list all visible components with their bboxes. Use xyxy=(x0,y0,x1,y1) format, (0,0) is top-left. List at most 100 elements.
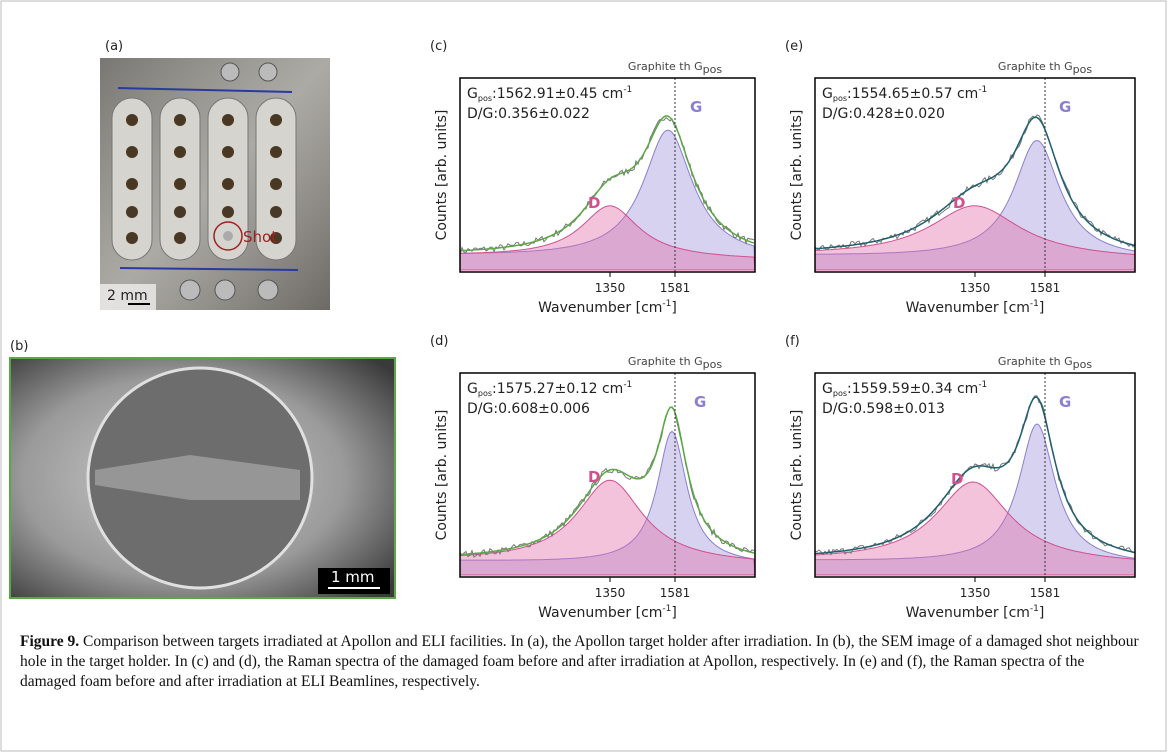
gpos-label: Gpos:1559.59±0.34 cm-1 xyxy=(822,380,987,398)
d-band xyxy=(814,205,1136,271)
x-label-sup: -1 xyxy=(1030,299,1039,309)
x-label-sup: -1 xyxy=(662,299,671,309)
x-axis-label: Wavenumber [cm-1] xyxy=(538,604,677,621)
peak-label-g: G xyxy=(1059,393,1071,411)
reference-sub: pos xyxy=(1073,358,1093,371)
plot-frame xyxy=(459,372,756,578)
panel-label: (c) xyxy=(430,39,447,54)
d-band xyxy=(459,205,756,271)
x-label-text: Wavenumber [cm xyxy=(538,605,662,621)
fit-line xyxy=(459,406,755,556)
gpos-value: :1575.27±0.12 cm xyxy=(492,381,623,397)
y-axis-label: Counts [arb. units] xyxy=(434,110,450,241)
x-tick-label: 1581 xyxy=(660,586,691,600)
gpos-symbol: G xyxy=(467,381,478,397)
gpos-symbol: G xyxy=(822,86,833,102)
reference-text: Graphite th G xyxy=(998,60,1073,73)
fit-line xyxy=(459,115,755,252)
ratio-label: D/G:0.608±0.006 xyxy=(467,401,590,417)
peak-label-g: G xyxy=(690,98,702,116)
reference-label: Graphite th Gpos xyxy=(628,60,722,76)
gpos-value: :1562.91±0.45 cm xyxy=(492,86,623,102)
g-band xyxy=(459,430,756,576)
gpos-sup: -1 xyxy=(978,85,987,95)
ratio-label: D/G:0.428±0.020 xyxy=(822,106,945,122)
caption: Figure 9. Comparison between targets irr… xyxy=(20,632,1140,692)
y-axis-label: Counts [arb. units] xyxy=(789,410,805,541)
gpos-label: Gpos:1562.91±0.45 cm-1 xyxy=(467,85,632,103)
annotation: Shot xyxy=(243,228,277,246)
caption-label: Figure 9. xyxy=(20,633,80,650)
gpos-sub: pos xyxy=(478,389,492,398)
gpos-sub: pos xyxy=(833,389,847,398)
reference-label: Graphite th Gpos xyxy=(628,355,722,371)
scale-bar-label: 1 mm xyxy=(331,568,375,586)
x-label-sup: -1 xyxy=(1030,604,1039,614)
gpos-label: Gpos:1554.65±0.57 cm-1 xyxy=(822,85,987,103)
fit-line xyxy=(814,396,1136,555)
gpos-label: Gpos:1575.27±0.12 cm-1 xyxy=(467,380,632,398)
panel-label: (a) xyxy=(105,39,123,54)
peak-label-d: D xyxy=(951,470,963,488)
photo-a xyxy=(100,58,330,310)
x-axis-label: Wavenumber [cm-1] xyxy=(906,299,1045,316)
x-label-text: Wavenumber [cm xyxy=(906,605,1030,621)
x-tick-label: 1350 xyxy=(595,281,626,295)
gpos-sub: pos xyxy=(833,94,847,103)
photo-b xyxy=(9,357,396,599)
reference-text: Graphite th G xyxy=(998,355,1073,368)
gpos-symbol: G xyxy=(822,381,833,397)
gpos-sup: -1 xyxy=(623,85,632,95)
panel-label: (b) xyxy=(10,339,28,354)
g-band xyxy=(459,129,756,271)
x-tick-label: 1350 xyxy=(960,281,991,295)
panel-label: (e) xyxy=(785,39,803,54)
reference-sub: pos xyxy=(703,63,723,76)
peak-label-d: D xyxy=(953,194,965,212)
x-label-end: ] xyxy=(671,300,676,316)
x-label-end: ] xyxy=(1039,300,1044,316)
x-label-text: Wavenumber [cm xyxy=(906,300,1030,316)
g-band xyxy=(814,423,1136,576)
x-label-end: ] xyxy=(671,605,676,621)
x-tick-label: 1350 xyxy=(960,586,991,600)
reference-sub: pos xyxy=(1073,63,1093,76)
x-tick-label: 1350 xyxy=(595,586,626,600)
gpos-value: :1554.65±0.57 cm xyxy=(847,86,978,102)
reference-label: Graphite th Gpos xyxy=(998,60,1092,76)
reference-text: Graphite th G xyxy=(628,355,703,368)
reference-label: Graphite th Gpos xyxy=(998,355,1092,371)
gpos-symbol: G xyxy=(467,86,478,102)
gpos-value: :1559.59±0.34 cm xyxy=(847,381,978,397)
x-axis-label: Wavenumber [cm-1] xyxy=(538,299,677,316)
peak-label-g: G xyxy=(694,393,706,411)
x-axis-label: Wavenumber [cm-1] xyxy=(906,604,1045,621)
gpos-sup: -1 xyxy=(978,380,987,390)
ratio-label: D/G:0.356±0.022 xyxy=(467,106,590,122)
g-band xyxy=(814,139,1136,271)
plot-frame xyxy=(459,77,756,273)
x-tick-label: 1581 xyxy=(1030,586,1061,600)
peak-label-d: D xyxy=(588,468,600,486)
panel-label: (f) xyxy=(785,334,800,349)
y-axis-label: Counts [arb. units] xyxy=(789,110,805,241)
caption-text: Comparison between targets irradiated at… xyxy=(20,633,1139,690)
reference-text: Graphite th G xyxy=(628,60,703,73)
peak-label-g: G xyxy=(1059,98,1071,116)
gpos-sup: -1 xyxy=(623,380,632,390)
d-band xyxy=(814,481,1136,576)
reference-sub: pos xyxy=(703,358,723,371)
gpos-sub: pos xyxy=(478,94,492,103)
ratio-label: D/G:0.598±0.013 xyxy=(822,401,945,417)
scale-bar-label: 2 mm xyxy=(107,288,148,304)
x-label-sup: -1 xyxy=(662,604,671,614)
fit-line xyxy=(814,116,1136,250)
x-label-text: Wavenumber [cm xyxy=(538,300,662,316)
